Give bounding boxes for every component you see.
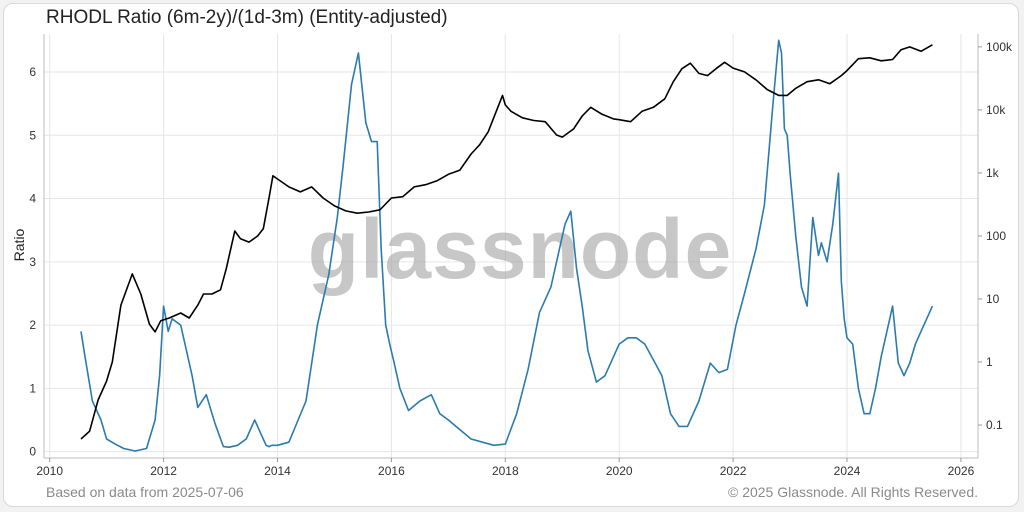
y2-tick-label: 10k xyxy=(986,103,1006,117)
x-tick-label: 2022 xyxy=(720,464,747,478)
ratio-line xyxy=(80,39,934,452)
x-axis-ticks: 2010 2012 2014 2016 2018 2020 2022 2024 2026 xyxy=(36,458,975,478)
y2-tick-label: 0.1 xyxy=(986,418,1003,432)
x-tick-label: 2014 xyxy=(264,464,291,478)
series-group xyxy=(80,39,934,452)
y-tick-label: 1 xyxy=(29,381,36,395)
y2-tick-label: 1k xyxy=(986,166,1000,180)
x-tick-label: 2024 xyxy=(834,464,861,478)
chart-card xyxy=(3,3,1019,507)
y-axis-label: Ratio xyxy=(11,228,27,261)
x-tick-label: 2018 xyxy=(492,464,519,478)
y-tick-label: 0 xyxy=(29,445,36,459)
x-tick-label: 2012 xyxy=(150,464,177,478)
y2-tick-label: 1 xyxy=(986,355,993,369)
chart-title: RHODL Ratio (6m-2y)/(1d-3m) (Entity-adju… xyxy=(46,7,448,28)
y2-tick-label: 10 xyxy=(986,292,1000,306)
y2-tick-label: 100 xyxy=(986,229,1006,243)
y2-axis-ticks: 0.1 1 10 100 1k 10k 100k xyxy=(978,40,1013,432)
data-date-note: Based on data from 2025-07-06 xyxy=(46,484,244,500)
y2-tick-label: 100k xyxy=(986,40,1013,54)
price-line xyxy=(80,44,933,440)
y-tick-label: 2 xyxy=(29,318,36,332)
y-tick-label: 3 xyxy=(29,255,36,269)
grid-lines xyxy=(43,34,979,459)
y-tick-label: 6 xyxy=(29,65,36,79)
y-tick-label: 5 xyxy=(29,128,36,142)
copyright-note: © 2025 Glassnode. All Rights Reserved. xyxy=(727,484,978,500)
x-tick-label: 2010 xyxy=(36,464,63,478)
y-tick-label: 4 xyxy=(29,192,36,206)
y-axis-ticks: 0 1 2 3 4 5 6 xyxy=(29,65,36,459)
x-tick-label: 2020 xyxy=(606,464,633,478)
watermark-text: glassnode xyxy=(308,202,732,296)
x-tick-label: 2016 xyxy=(378,464,405,478)
x-tick-label: 2026 xyxy=(948,464,975,478)
